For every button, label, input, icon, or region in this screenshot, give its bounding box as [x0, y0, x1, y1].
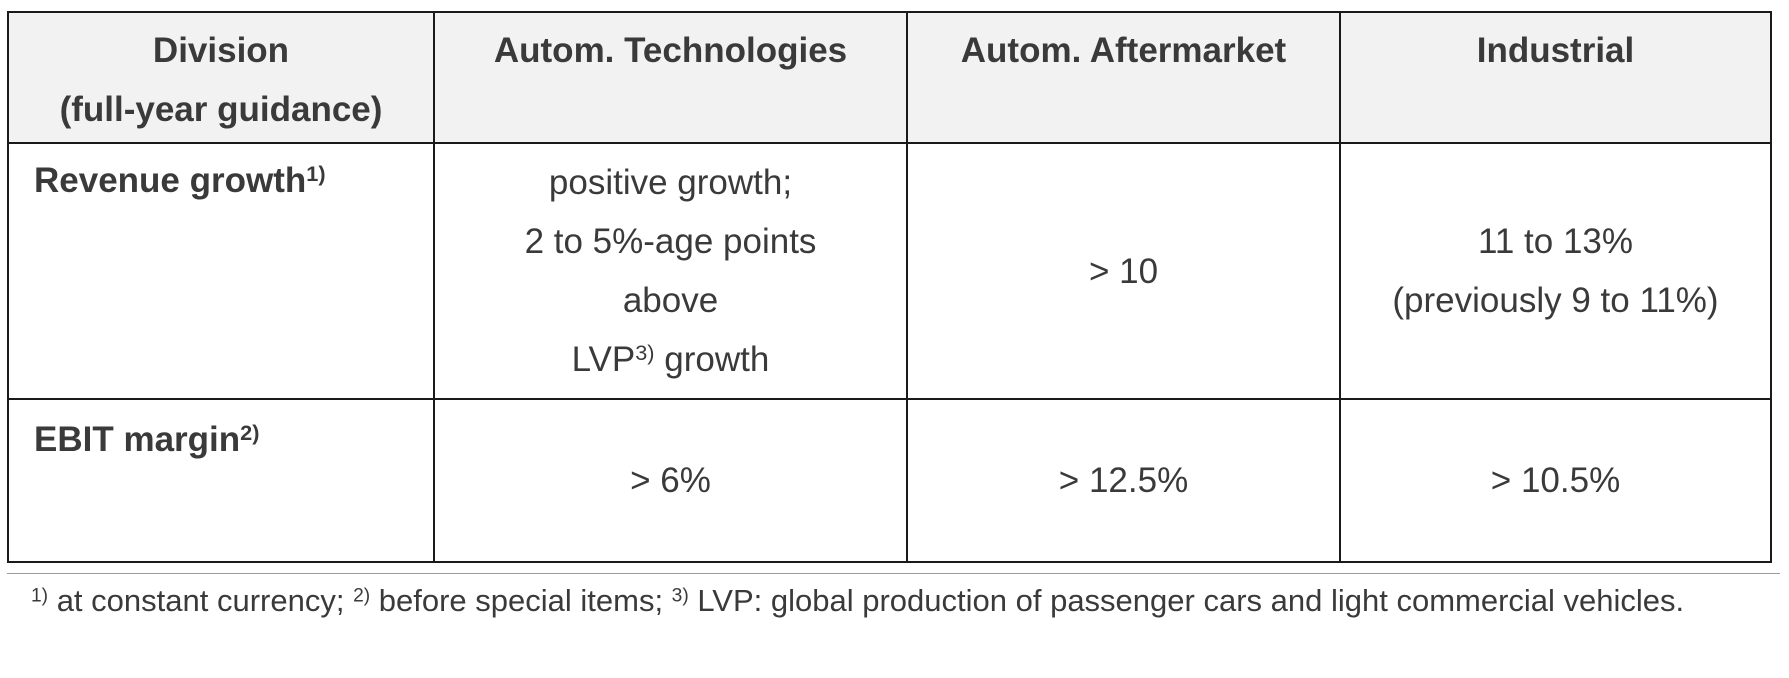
cell-revenue-autom-technologies: positive growth; 2 to 5%-age points abov…: [433, 142, 908, 400]
row-label-ebit-margin: EBIT margin2): [7, 398, 435, 563]
header-autom-aftermarket-label: Autom. Aftermarket: [960, 31, 1287, 70]
footnotes: 1) at constant currency; 2) before speci…: [31, 578, 1731, 624]
cell-line: > 10.5%: [1490, 461, 1621, 500]
header-autom-technologies-label: Autom. Technologies: [493, 31, 848, 70]
footnote-text-3: LVP: global production of passenger cars…: [688, 583, 1685, 618]
header-autom-aftermarket: Autom. Aftermarket: [906, 11, 1341, 144]
footnote-marker-2: 2): [353, 585, 371, 607]
table-row-revenue-growth: Revenue growth1) positive growth; 2 to 5…: [7, 142, 1772, 400]
growth-text: growth: [654, 340, 770, 379]
cell-ebit-autom-technologies: > 6%: [433, 398, 908, 563]
cell-line: > 10: [1088, 251, 1159, 291]
footnote-text-2: before special items;: [370, 583, 672, 618]
cell-revenue-autom-aftermarket: > 10: [906, 142, 1341, 400]
header-row: Division (full-year guidance) Autom. Tec…: [7, 11, 1772, 144]
footnote-ref-3: 3): [635, 340, 655, 366]
cell-revenue-industrial: 11 to 13% (previously 9 to 11%): [1339, 142, 1772, 400]
cell-line-lvp: LVP3) growth: [435, 330, 906, 389]
header-autom-technologies: Autom. Technologies: [433, 11, 908, 144]
footnote-marker-3: 3): [671, 585, 689, 607]
header-division-line-1: Division: [152, 31, 290, 70]
header-division-line-2: (full-year guidance): [59, 90, 383, 129]
footnote-ref-2: 2): [240, 420, 260, 446]
lvp-text: LVP: [571, 340, 636, 379]
row-label-ebit-margin-text: EBIT margin: [34, 420, 241, 459]
table-row-ebit-margin: EBIT margin2) > 6% > 12.5% > 10.5%: [7, 398, 1772, 563]
row-label-revenue-growth: Revenue growth1): [7, 142, 435, 400]
footnote-ref-1: 1): [306, 161, 326, 187]
footnote-divider: [7, 573, 1780, 574]
cell-line: 11 to 13%: [1477, 222, 1634, 261]
cell-line: 2 to 5%-age points: [524, 222, 817, 261]
cell-line: > 6%: [630, 461, 711, 500]
cell-line: positive growth;: [548, 163, 793, 202]
cell-ebit-autom-aftermarket: > 12.5%: [906, 398, 1341, 563]
cell-line: > 12.5%: [1058, 461, 1189, 500]
cell-ebit-industrial: > 10.5%: [1339, 398, 1772, 563]
footnote-text-1: at constant currency;: [48, 583, 354, 618]
cell-line: (previously 9 to 11%): [1392, 281, 1719, 320]
header-division: Division (full-year guidance): [7, 11, 435, 144]
footnote-marker-1: 1): [31, 585, 49, 607]
header-industrial: Industrial: [1339, 11, 1772, 144]
cell-line: above: [622, 281, 719, 320]
guidance-table: Division (full-year guidance) Autom. Tec…: [7, 11, 1772, 563]
header-industrial-label: Industrial: [1476, 31, 1635, 70]
row-label-revenue-growth-text: Revenue growth: [34, 161, 307, 200]
